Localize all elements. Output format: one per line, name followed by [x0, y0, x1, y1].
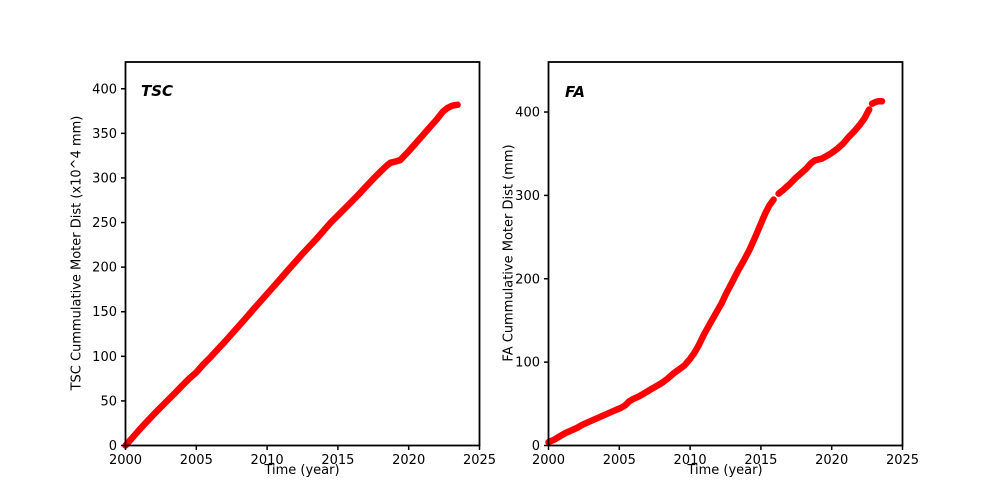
- fa-y-axis-label: FA Cummulative Moter Dist (mm): [501, 144, 517, 362]
- x-tick-label: 2005: [603, 453, 636, 468]
- tsc-plot-area: 2000 2005 2010 2015 2020 2025 0 50 100 150 200 250 3…: [92, 61, 496, 468]
- y-tick-label: 400: [515, 106, 540, 121]
- tsc-x-axis: 2000 2005 2010 2015 2020 2025: [109, 445, 496, 468]
- x-tick-label: 2000: [532, 453, 565, 468]
- y-tick-label: 100: [92, 350, 117, 365]
- fa-curve: [868, 97, 886, 107]
- tsc-axes-frame: [124, 61, 481, 447]
- x-tick-label: 2025: [886, 453, 919, 468]
- y-tick-label: 400: [92, 82, 117, 97]
- x-tick-label: 2010: [674, 453, 707, 468]
- tsc-y-axis: 0 50 100 150 200 250 300 350 400: [92, 82, 126, 454]
- x-tick-label: 2005: [180, 453, 213, 468]
- x-tick-label: 2015: [321, 453, 354, 468]
- x-tick-label: 2000: [109, 453, 142, 468]
- x-tick-label: 2015: [744, 453, 777, 468]
- tsc-panel-label: TSC: [141, 82, 174, 100]
- y-tick-label: 200: [515, 272, 540, 287]
- tsc-curve: [122, 101, 461, 449]
- x-tick-label: 2020: [392, 453, 425, 468]
- y-tick-label: 300: [92, 171, 117, 186]
- y-tick-label: 150: [92, 305, 117, 320]
- x-tick-label: 2010: [251, 453, 284, 468]
- y-tick-label: 0: [532, 439, 540, 454]
- y-tick-label: 300: [515, 189, 540, 204]
- fa-x-axis-label: Time (year): [687, 463, 763, 478]
- y-tick-label: 350: [92, 127, 117, 142]
- y-tick-label: 100: [515, 356, 540, 371]
- fa-panel-label: FA: [565, 83, 585, 101]
- fa-axes-frame: [547, 61, 904, 447]
- fa-curve: [545, 196, 777, 446]
- tsc-data-series: [122, 101, 461, 449]
- fa-y-axis: 0 100 200 300 400: [515, 106, 549, 454]
- tsc-y-axis-label: TSC Cummulative Moter Dist (x10^4 mm): [69, 115, 85, 391]
- fa-x-axis: 2000 2005 2010 2015 2020 2025: [532, 445, 919, 468]
- x-tick-label: 2025: [463, 453, 496, 468]
- x-tick-label: 2020: [815, 453, 848, 468]
- fa-plot-area: 2000 2005 2010 2015 2020 2025 0 100 200 300 400: [515, 61, 919, 468]
- y-tick-label: 200: [92, 261, 117, 276]
- fa-curve: [775, 106, 873, 197]
- y-tick-label: 250: [92, 216, 117, 231]
- tsc-x-axis-label: Time (year): [264, 463, 340, 478]
- y-tick-label: 50: [100, 394, 117, 409]
- fa-data-series: [545, 97, 886, 446]
- y-tick-label: 0: [109, 439, 117, 454]
